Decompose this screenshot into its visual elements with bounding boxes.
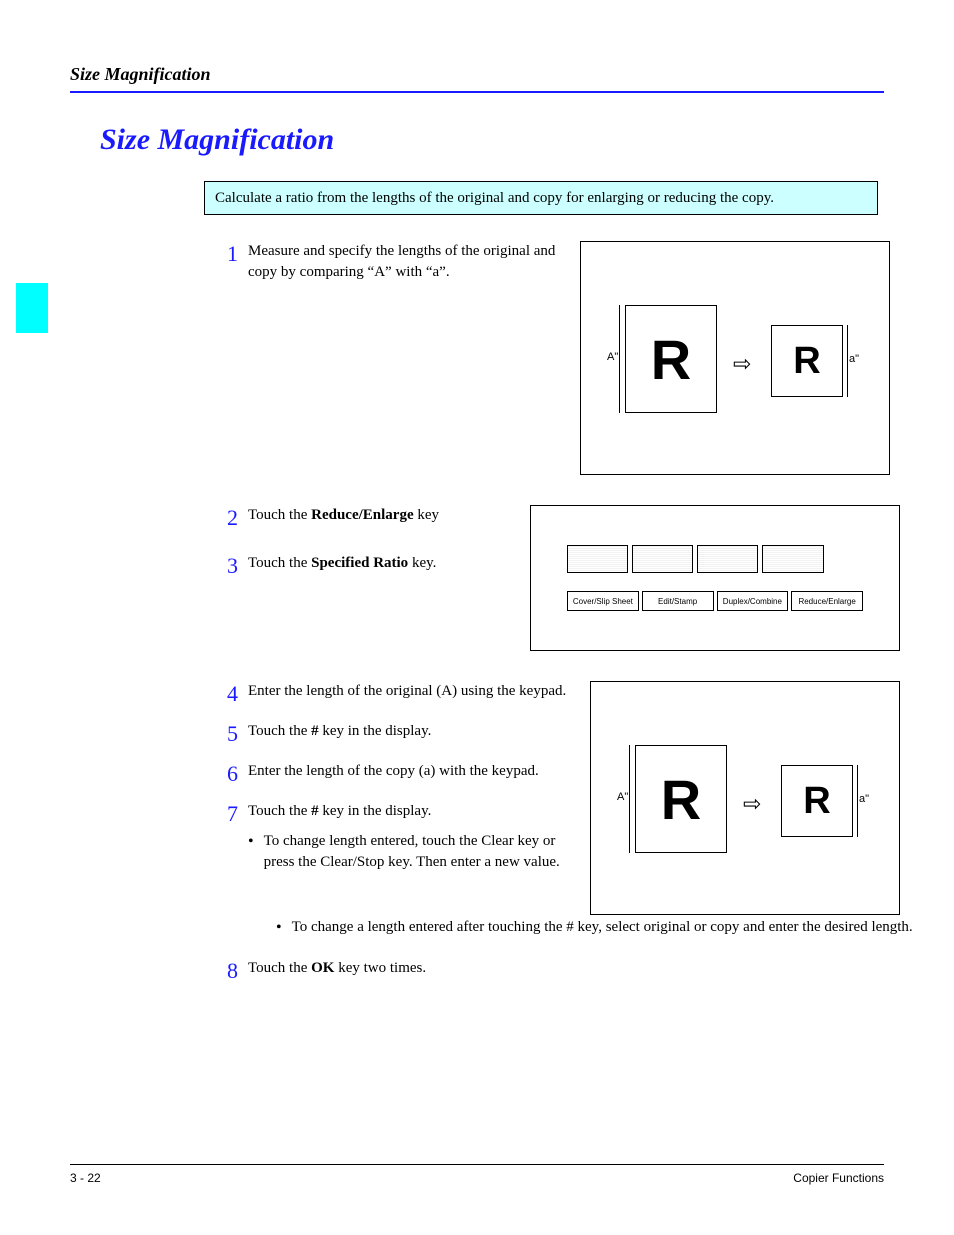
letter-R-small: R (803, 780, 830, 823)
step-5: 5 Touch the # key in the display. (220, 721, 570, 745)
arrow-icon: ⇨ (733, 351, 751, 377)
step-text: Touch the OK key two times. (248, 958, 426, 978)
page: Size Magnification Size Magnification Ca… (0, 0, 954, 1235)
mode-icon (567, 545, 628, 573)
step-4: 4 Enter the length of the original (A) u… (220, 681, 570, 705)
step-number: 7 (220, 801, 238, 825)
step-text: Touch the # key in the display. (248, 721, 431, 741)
step-number: 2 (220, 505, 238, 529)
step-number: 1 (220, 241, 238, 265)
dimension-line-a (847, 325, 848, 397)
copy-box: R (771, 325, 843, 397)
step-text: Touch the # key in the display. (248, 801, 431, 821)
step-4-7-row: 4 Enter the length of the original (A) u… (220, 681, 954, 915)
letter-R-big: R (661, 767, 701, 832)
step-number: 4 (220, 681, 238, 705)
steps-list: 1 Measure and specify the lengths of the… (220, 241, 954, 981)
tab-duplex-combine: Duplex/Combine (717, 591, 789, 611)
arrow-icon: ⇨ (743, 791, 761, 817)
step-8: 8 Touch the OK key two times. (220, 958, 954, 982)
label-a: a" (859, 793, 869, 805)
figure-ratio-1: A" R ⇨ R a" (580, 241, 890, 475)
label-a: a" (849, 353, 859, 365)
dimension-line-a (857, 765, 858, 837)
step-number: 5 (220, 721, 238, 745)
step-number: 6 (220, 761, 238, 785)
footer-rule (70, 1164, 884, 1165)
section-name: Copier Functions (793, 1171, 884, 1185)
step-2-3-row: 2 Touch the Reduce/Enlarge key 3 Touch t… (220, 505, 954, 651)
figure-ratio-2: A" R ⇨ R a" (590, 681, 900, 915)
label-A: A" (607, 351, 618, 363)
head-rule (70, 91, 884, 93)
mode-icon (697, 545, 758, 573)
callout-box: Calculate a ratio from the lengths of th… (204, 181, 878, 215)
running-head: Size Magnification (70, 64, 884, 85)
bullet-dot-icon: • (276, 917, 282, 937)
step-number: 3 (220, 553, 238, 577)
step-6: 6 Enter the length of the copy (a) with … (220, 761, 570, 785)
letter-R-big: R (651, 327, 691, 392)
tab-edit-stamp: Edit/Stamp (642, 591, 714, 611)
tab-cover-slip: Cover/Slip Sheet (567, 591, 639, 611)
panel-mode-icons (567, 545, 863, 573)
step-3: 3 Touch the Specified Ratio key. (220, 553, 510, 577)
bullet-text: To change length entered, touch the Clea… (264, 831, 570, 872)
step-2: 2 Touch the Reduce/Enlarge key (220, 505, 510, 529)
step-text: Measure and specify the lengths of the o… (248, 241, 560, 282)
bullets-wide: • To change a length entered after touch… (276, 917, 954, 937)
original-box: R (635, 745, 727, 853)
chapter-tab (16, 283, 48, 333)
page-number: 3 - 22 (70, 1171, 101, 1185)
step-7: 7 Touch the # key in the display. (220, 801, 570, 825)
bullet-dot-icon: • (248, 831, 254, 872)
page-title: Size Magnification (100, 123, 884, 157)
original-box: R (625, 305, 717, 413)
tab-reduce-enlarge: Reduce/Enlarge (791, 591, 863, 611)
mode-icon (632, 545, 693, 573)
panel-tabs: Cover/Slip Sheet Edit/Stamp Duplex/Combi… (567, 591, 863, 611)
step-text: Enter the length of the original (A) usi… (248, 681, 566, 701)
bullet-text: To change a length entered after touchin… (292, 917, 913, 937)
step-1: 1 Measure and specify the lengths of the… (220, 241, 560, 282)
dimension-line-A (619, 305, 620, 413)
step-text: Touch the Specified Ratio key. (248, 553, 436, 573)
bullets: • To change length entered, touch the Cl… (248, 831, 570, 872)
dimension-line-A (629, 745, 630, 853)
step-number: 8 (220, 958, 238, 982)
step-1-row: 1 Measure and specify the lengths of the… (220, 241, 954, 475)
label-A: A" (617, 791, 628, 803)
bullet-1: • To change length entered, touch the Cl… (248, 831, 570, 872)
mode-icon (762, 545, 823, 573)
step-text: Enter the length of the copy (a) with th… (248, 761, 539, 781)
bullet-2: • To change a length entered after touch… (276, 917, 954, 937)
step-text: Touch the Reduce/Enlarge key (248, 505, 439, 525)
letter-R-small: R (793, 340, 820, 383)
copy-box: R (781, 765, 853, 837)
figure-touch-panel: Cover/Slip Sheet Edit/Stamp Duplex/Combi… (530, 505, 900, 651)
footer: 3 - 22 Copier Functions (70, 1164, 884, 1185)
